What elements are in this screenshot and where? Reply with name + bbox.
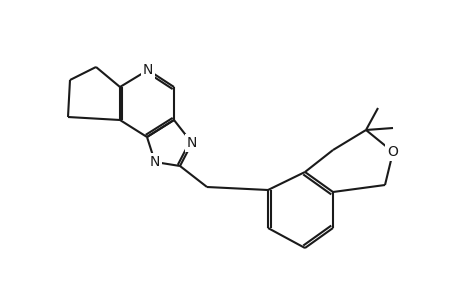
Text: N: N [186,136,197,150]
Text: N: N [142,63,153,77]
Text: O: O [387,145,397,159]
Text: N: N [150,155,160,169]
